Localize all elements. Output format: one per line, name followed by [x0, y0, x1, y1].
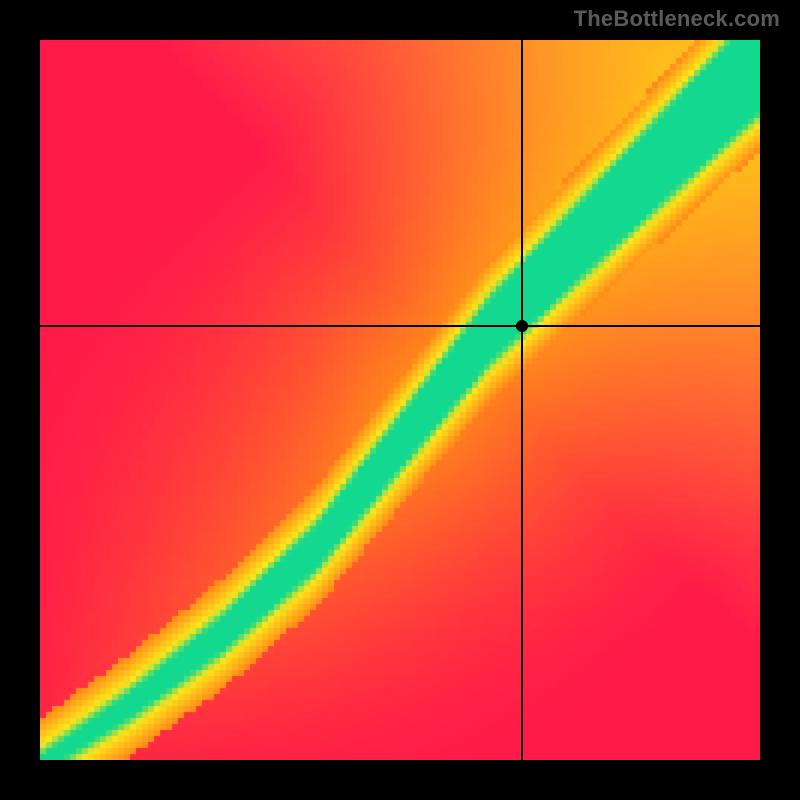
watermark-text: TheBottleneck.com [574, 6, 780, 32]
crosshair-horizontal-line [40, 325, 760, 327]
bottleneck-heatmap [40, 40, 760, 760]
crosshair-marker-dot [516, 320, 528, 332]
crosshair-vertical-line [521, 40, 523, 760]
chart-container: TheBottleneck.com [0, 0, 800, 800]
